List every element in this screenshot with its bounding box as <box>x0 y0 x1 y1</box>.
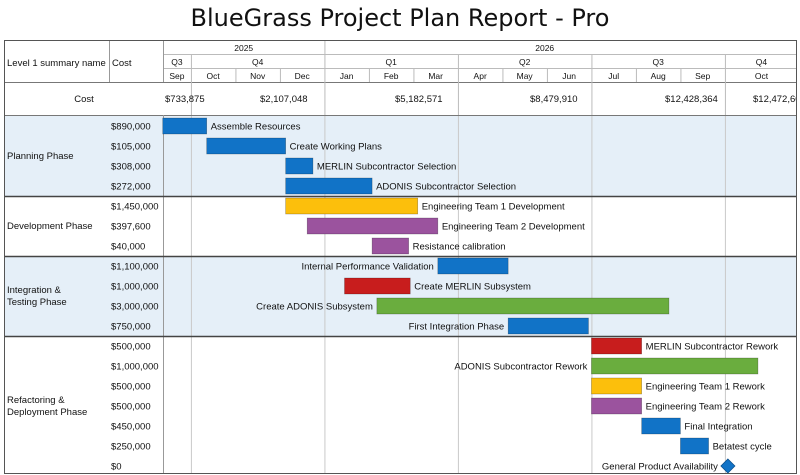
task-bar <box>507 317 589 335</box>
quarter-label: Q2 <box>519 57 531 67</box>
cost-value: $12,472,600 <box>753 94 797 105</box>
quarter-label: Q4 <box>756 57 768 67</box>
task-label: ADONIS Subcontractor Selection <box>376 182 516 193</box>
task-cost: $500,000 <box>111 402 151 413</box>
task-cost: $1,000,000 <box>111 282 159 293</box>
task-label: MERLIN Subcontractor Rework <box>646 342 779 353</box>
month-label: Aug <box>651 71 666 81</box>
task-bar <box>591 397 642 415</box>
task-label: Internal Performance Validation <box>301 262 433 273</box>
year-label: 2026 <box>535 43 554 53</box>
task-bar <box>591 337 642 355</box>
task-cost: $1,000,000 <box>111 362 159 373</box>
group-name: Refactoring & Deployment Phase <box>7 395 87 418</box>
month-label: Nov <box>250 71 266 81</box>
task-bar <box>437 257 509 275</box>
gantt-svg: Level 1 summary name Cost 2025 2026 Q3 Q4 Q1 Q2… <box>5 41 797 473</box>
task-cost: $500,000 <box>111 382 151 393</box>
report-title: BlueGrass Project Plan Report - Pro <box>190 4 610 32</box>
quarter-label: Q3 <box>652 57 664 67</box>
column-header-cost: Cost <box>112 58 132 69</box>
group-band <box>5 116 796 196</box>
gantt-chart: Level 1 summary name Cost 2025 2026 Q3 Q4 Q1 Q2… <box>4 40 797 474</box>
task-label: Betatest cycle <box>713 442 772 453</box>
task-label: Create Working Plans <box>290 142 382 153</box>
group-band <box>5 256 796 336</box>
cost-value: $2,107,048 <box>260 94 308 105</box>
task-cost: $272,000 <box>111 182 151 193</box>
group-name: Planning Phase <box>7 151 74 162</box>
task-label: General Product Availability <box>602 462 718 473</box>
task-bar <box>162 117 208 135</box>
task-cost: $308,000 <box>111 162 151 173</box>
cost-value: $733,875 <box>165 94 205 105</box>
task-cost: $890,000 <box>111 122 151 133</box>
cost-row-label: Cost <box>74 94 94 105</box>
task-bar <box>641 417 681 435</box>
group-name: Integration & Testing Phase <box>7 285 67 308</box>
task-cost: $750,000 <box>111 322 151 333</box>
task-bar <box>371 237 409 255</box>
task-bar <box>285 157 314 175</box>
group-name: Development Phase <box>7 221 93 232</box>
task-label: Create ADONIS Subsystem <box>256 302 373 313</box>
month-label: Apr <box>474 71 487 81</box>
cost-value: $5,182,571 <box>395 94 443 105</box>
task-bar <box>591 357 759 375</box>
task-bar <box>376 297 670 315</box>
month-label: Sep <box>169 71 184 81</box>
month-label: Oct <box>755 71 769 81</box>
task-cost: $0 <box>111 462 122 473</box>
milestone-marker <box>720 458 736 473</box>
month-label: Jan <box>340 71 354 81</box>
task-bar <box>344 277 411 295</box>
cost-value: $12,428,364 <box>665 94 718 105</box>
task-cost: $105,000 <box>111 142 151 153</box>
month-label: Sep <box>695 71 710 81</box>
task-bar <box>285 177 373 195</box>
task-cost: $450,000 <box>111 422 151 433</box>
task-label: Engineering Team 2 Rework <box>646 402 765 413</box>
task-label: ADONIS Subcontractor Rework <box>454 362 587 373</box>
task-cost: $397,600 <box>111 222 151 233</box>
year-label: 2025 <box>234 43 253 53</box>
month-label: Dec <box>295 71 311 81</box>
task-bar <box>680 437 709 455</box>
task-cost: $250,000 <box>111 442 151 453</box>
task-cost: $3,000,000 <box>111 302 159 313</box>
task-bar <box>591 377 642 395</box>
task-cost: $40,000 <box>111 242 145 253</box>
column-header-name: Level 1 summary name <box>7 58 106 69</box>
month-label: Jun <box>562 71 576 81</box>
task-label: Final Integration <box>684 422 752 433</box>
task-label: Engineering Team 1 Development <box>422 202 565 213</box>
task-label: MERLIN Subcontractor Selection <box>317 162 456 173</box>
task-label: Assemble Resources <box>211 122 301 133</box>
task-cost: $500,000 <box>111 342 151 353</box>
task-label: Engineering Team 1 Rework <box>646 382 765 393</box>
task-cost: $1,100,000 <box>111 262 159 273</box>
month-label: May <box>517 71 534 81</box>
month-label: Oct <box>207 71 221 81</box>
task-label: Create MERLIN Subsystem <box>414 282 531 293</box>
task-label: First Integration Phase <box>409 322 505 333</box>
quarter-label: Q3 <box>171 57 183 67</box>
month-label: Jul <box>608 71 619 81</box>
quarter-label: Q4 <box>252 57 264 67</box>
task-cost: $1,450,000 <box>111 202 159 213</box>
task-bar <box>306 217 439 235</box>
month-label: Feb <box>384 71 399 81</box>
task-bar <box>206 137 286 155</box>
task-label: Engineering Team 2 Development <box>442 222 585 233</box>
task-bar <box>285 197 419 215</box>
month-label: Mar <box>428 71 443 81</box>
quarter-label: Q1 <box>385 57 397 67</box>
cost-value: $8,479,910 <box>530 94 578 105</box>
task-label: Resistance calibration <box>413 242 506 253</box>
